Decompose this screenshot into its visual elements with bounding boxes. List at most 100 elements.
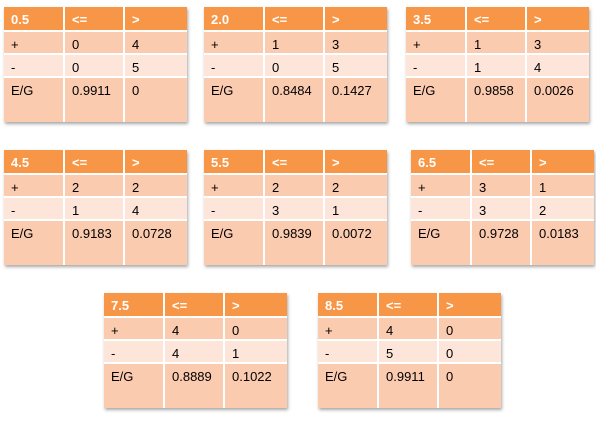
header-cell: 5.5 <box>204 150 265 173</box>
table-cell: 4 <box>125 196 187 219</box>
table-cell: 2 <box>532 196 594 219</box>
table-cell: E/G <box>4 219 65 265</box>
header-cell: <= <box>472 150 532 173</box>
table-cell: 0.9183 <box>65 219 125 265</box>
header-cell: 0.5 <box>4 7 65 30</box>
header-row: 6.5 <= > <box>411 150 594 173</box>
table-cell: 1 <box>467 53 527 76</box>
table-cell: 2 <box>325 173 387 196</box>
header-row: 8.5 <= > <box>318 293 501 316</box>
table-cell: 0 <box>65 53 125 76</box>
table-cell: 0.0183 <box>532 219 594 265</box>
eg-row: E/G 0.9183 0.0728 <box>4 219 187 265</box>
table-cell: + <box>406 30 467 53</box>
table-cell: 3 <box>472 173 532 196</box>
eg-row: E/G 0.9728 0.0183 <box>411 219 594 265</box>
split-table: 2.0 <= > +1 3-0 5 E/G 0.8484 0.1427 <box>204 7 387 122</box>
table-cell: + <box>4 173 65 196</box>
table-cell: E/G <box>318 362 379 408</box>
table-cell: E/G <box>204 76 265 122</box>
table-cell: 4 <box>527 53 589 76</box>
table-cell: 3 <box>325 30 387 53</box>
header-cell: 3.5 <box>406 7 467 30</box>
table-cell: 0 <box>125 76 187 122</box>
table-cell: - <box>204 196 265 219</box>
split-table: 7.5 <= > +4 0-4 1 E/G 0.8889 0.1022 <box>104 293 287 408</box>
header-cell: > <box>527 7 589 30</box>
table-cell: 4 <box>125 30 187 53</box>
table-cell: 1 <box>225 339 287 362</box>
table-cell: 0.9728 <box>472 219 532 265</box>
plus-row: +2 2 <box>204 173 387 196</box>
table-cell: 0 <box>439 339 501 362</box>
eg-row: E/G 0.8889 0.1022 <box>104 362 287 408</box>
eg-row: E/G 0.9911 0 <box>4 76 187 122</box>
split-table: 6.5 <= > +3 1-3 2 E/G 0.9728 0.0183 <box>411 150 594 265</box>
eg-row: E/G 0.8484 0.1427 <box>204 76 387 122</box>
table-cell: 0.9839 <box>265 219 325 265</box>
header-cell: <= <box>379 293 439 316</box>
table-cell: 5 <box>379 339 439 362</box>
table-cell: 0.1427 <box>325 76 387 122</box>
header-cell: > <box>225 293 287 316</box>
table-cell: 1 <box>532 173 594 196</box>
table-cell: + <box>4 30 65 53</box>
header-cell: > <box>532 150 594 173</box>
plus-row: +1 3 <box>204 30 387 53</box>
table-cell: 0.9911 <box>65 76 125 122</box>
split-table: 3.5 <= > +1 3-1 4 E/G 0.9858 0.0026 <box>406 7 589 122</box>
plus-row: +1 3 <box>406 30 589 53</box>
split-table: 8.5 <= > +4 0-5 0 E/G 0.9911 0 <box>318 293 501 408</box>
table-cell: 5 <box>325 53 387 76</box>
plus-row: +3 1 <box>411 173 594 196</box>
table-cell: 4 <box>379 316 439 339</box>
table-cell: - <box>204 53 265 76</box>
table-cell: 3 <box>265 196 325 219</box>
header-row: 4.5 <= > <box>4 150 187 173</box>
eg-row: E/G 0.9858 0.0026 <box>406 76 589 122</box>
header-row: 3.5 <= > <box>406 7 589 30</box>
table-cell: 4 <box>165 316 225 339</box>
plus-row: +4 0 <box>318 316 501 339</box>
plus-row: +4 0 <box>104 316 287 339</box>
table-cell: - <box>104 339 165 362</box>
table-cell: 0.8484 <box>265 76 325 122</box>
table-cell: 4 <box>165 339 225 362</box>
plus-row: +0 4 <box>4 30 187 53</box>
table-cell: 0.0026 <box>527 76 589 122</box>
table-cell: 0 <box>439 362 501 408</box>
table-cell: 0.8889 <box>165 362 225 408</box>
table-cell: 0 <box>65 30 125 53</box>
table-cell: 0.0728 <box>125 219 187 265</box>
header-cell: > <box>325 150 387 173</box>
header-cell: > <box>325 7 387 30</box>
table-cell: E/G <box>406 76 467 122</box>
table-cell: 2 <box>265 173 325 196</box>
header-cell: 4.5 <box>4 150 65 173</box>
header-cell: <= <box>65 7 125 30</box>
table-cell: 0.9858 <box>467 76 527 122</box>
table-cell: + <box>318 316 379 339</box>
header-row: 2.0 <= > <box>204 7 387 30</box>
header-cell: 7.5 <box>104 293 165 316</box>
table-cell: 1 <box>467 30 527 53</box>
header-cell: <= <box>467 7 527 30</box>
table-cell: - <box>4 196 65 219</box>
header-cell: > <box>439 293 501 316</box>
eg-row: E/G 0.9839 0.0072 <box>204 219 387 265</box>
table-cell: E/G <box>4 76 65 122</box>
table-cell: 1 <box>325 196 387 219</box>
header-row: 7.5 <= > <box>104 293 287 316</box>
header-cell: <= <box>265 7 325 30</box>
table-cell: - <box>318 339 379 362</box>
split-table: 4.5 <= > +2 2-1 4 E/G 0.9183 0.0728 <box>4 150 187 265</box>
table-cell: + <box>204 30 265 53</box>
table-cell: + <box>411 173 472 196</box>
table-cell: 2 <box>65 173 125 196</box>
